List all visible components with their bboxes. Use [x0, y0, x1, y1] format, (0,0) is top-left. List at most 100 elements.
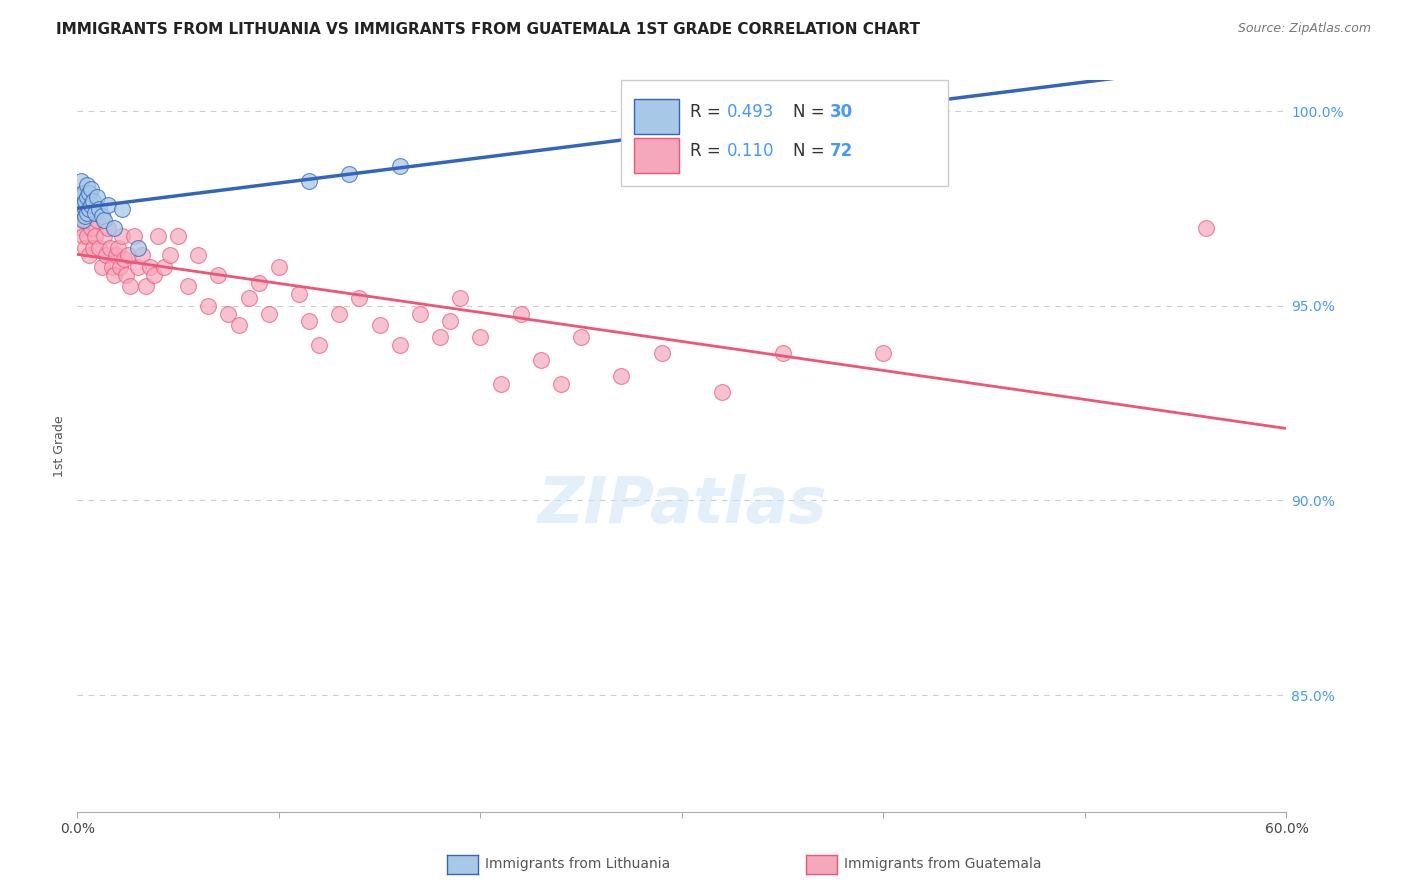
Point — [111, 202, 134, 216]
Point — [288, 287, 311, 301]
Point — [75, 241, 97, 255]
Point — [762, 108, 785, 122]
Point — [550, 376, 572, 391]
Point — [80, 198, 103, 212]
Point — [449, 291, 471, 305]
Point — [96, 198, 120, 212]
Point — [67, 202, 90, 216]
Point — [772, 345, 794, 359]
Point — [104, 248, 127, 262]
Point — [111, 228, 134, 243]
Point — [153, 260, 176, 274]
Point — [82, 241, 104, 255]
Point — [75, 194, 97, 208]
Point — [86, 213, 108, 227]
Point — [67, 202, 90, 216]
Point — [93, 213, 115, 227]
Text: Source: ZipAtlas.com: Source: ZipAtlas.com — [1237, 22, 1371, 36]
Point — [118, 279, 141, 293]
Point — [470, 330, 492, 344]
Point — [72, 213, 94, 227]
Point — [96, 221, 120, 235]
Point — [86, 190, 108, 204]
Point — [89, 202, 111, 216]
Point — [89, 241, 111, 255]
Point — [117, 248, 139, 262]
Point — [84, 228, 107, 243]
Point — [228, 318, 250, 333]
Point — [114, 268, 136, 282]
Text: 0.493: 0.493 — [727, 103, 775, 120]
Point — [80, 221, 103, 235]
Point — [409, 307, 432, 321]
Point — [70, 190, 93, 204]
Point — [142, 268, 165, 282]
Point — [70, 174, 93, 188]
Point — [159, 248, 181, 262]
Text: N =: N = — [793, 142, 830, 161]
Text: 30: 30 — [830, 103, 852, 120]
Point — [76, 178, 98, 193]
Point — [298, 314, 321, 328]
Point — [98, 241, 121, 255]
Point — [107, 241, 129, 255]
Point — [103, 268, 125, 282]
Point — [112, 252, 135, 267]
Point — [72, 228, 94, 243]
Point — [135, 279, 157, 293]
Point — [711, 384, 734, 399]
FancyBboxPatch shape — [621, 80, 948, 186]
Point — [70, 190, 93, 204]
Point — [690, 124, 713, 138]
Point — [339, 167, 361, 181]
Point — [489, 376, 512, 391]
Point — [70, 221, 93, 235]
Text: IMMIGRANTS FROM LITHUANIA VS IMMIGRANTS FROM GUATEMALA 1ST GRADE CORRELATION CHA: IMMIGRANTS FROM LITHUANIA VS IMMIGRANTS … — [56, 22, 921, 37]
Point — [509, 307, 531, 321]
Text: Immigrants from Guatemala: Immigrants from Guatemala — [844, 857, 1040, 871]
Point — [207, 268, 229, 282]
Point — [108, 260, 131, 274]
Point — [388, 338, 411, 352]
Point — [238, 291, 260, 305]
Point — [247, 276, 270, 290]
Point — [75, 210, 97, 224]
Point — [122, 228, 145, 243]
Point — [267, 260, 290, 274]
Point — [569, 330, 592, 344]
Point — [79, 202, 101, 216]
Point — [79, 186, 101, 200]
Point — [90, 210, 112, 224]
Point — [651, 345, 673, 359]
Point — [82, 194, 104, 208]
Point — [328, 307, 350, 321]
Point — [94, 248, 117, 262]
Point — [439, 314, 461, 328]
Point — [75, 213, 97, 227]
Point — [127, 260, 149, 274]
Point — [100, 260, 122, 274]
Point — [187, 248, 209, 262]
Point — [167, 228, 190, 243]
Point — [1195, 221, 1218, 235]
Text: 0.110: 0.110 — [727, 142, 775, 161]
FancyBboxPatch shape — [634, 99, 679, 134]
Point — [146, 228, 169, 243]
Text: R =: R = — [690, 142, 727, 161]
Point — [298, 174, 321, 188]
Text: R =: R = — [690, 103, 727, 120]
Text: N =: N = — [793, 103, 830, 120]
Text: 72: 72 — [830, 142, 852, 161]
Point — [127, 241, 149, 255]
Point — [530, 353, 553, 368]
Point — [197, 299, 219, 313]
Point — [349, 291, 371, 305]
Point — [610, 368, 633, 383]
Point — [72, 186, 94, 200]
Point — [76, 205, 98, 219]
Point — [308, 338, 330, 352]
Point — [257, 307, 280, 321]
Point — [79, 202, 101, 216]
Point — [90, 260, 112, 274]
Point — [177, 279, 200, 293]
